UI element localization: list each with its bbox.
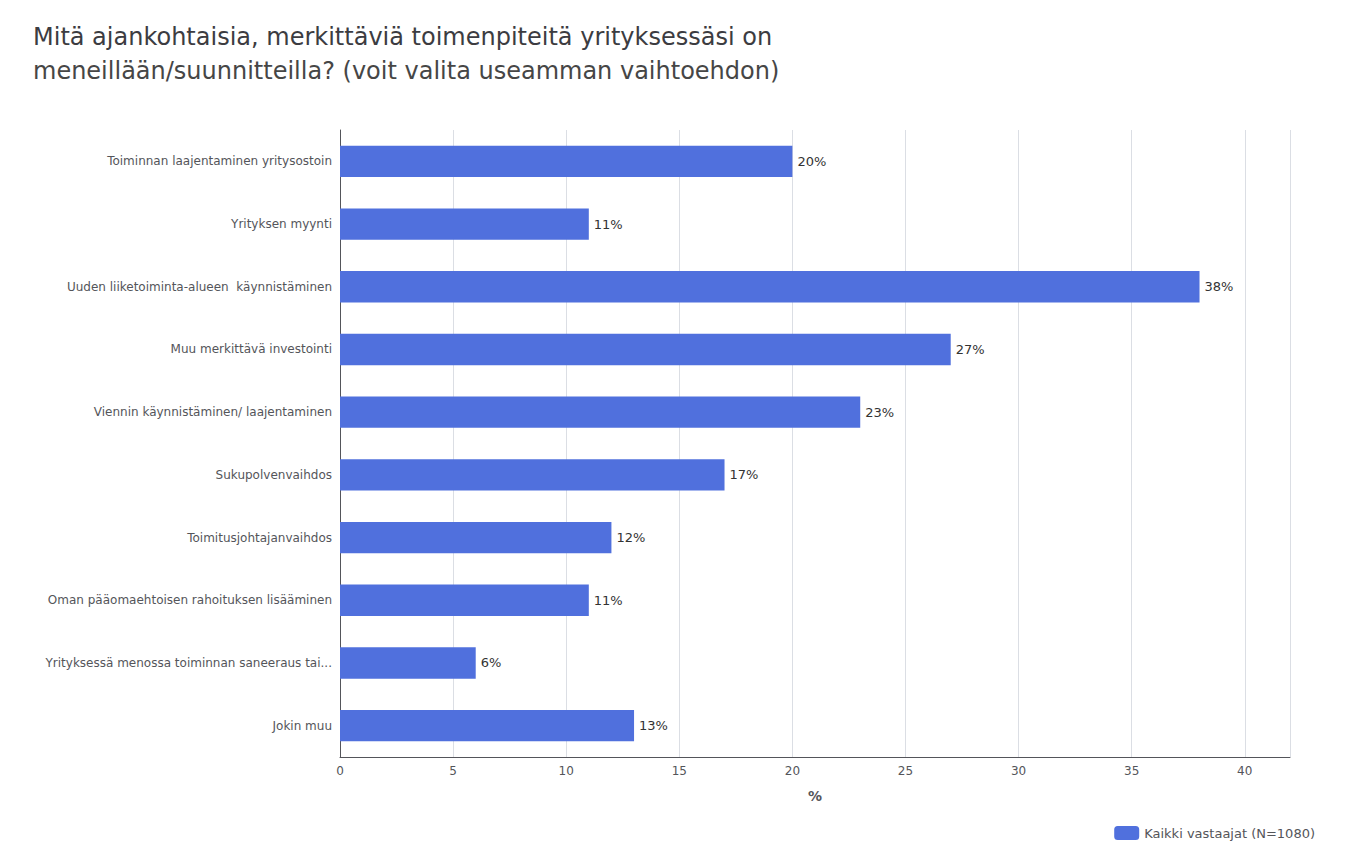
svg-text:%: % <box>808 788 822 804</box>
svg-text:15: 15 <box>672 764 687 778</box>
svg-text:23%: 23% <box>865 405 894 420</box>
svg-text:20: 20 <box>785 764 800 778</box>
svg-text:12%: 12% <box>616 530 645 545</box>
svg-text:Toiminnan laajentaminen yritys: Toiminnan laajentaminen yritysostoin <box>106 154 332 168</box>
svg-text:Uuden liiketoiminta-alueen kä: Uuden liiketoiminta-alueen käynnistämine… <box>67 280 332 294</box>
svg-text:40: 40 <box>1237 764 1252 778</box>
svg-text:Kaikki vastaajat (N=1080): Kaikki vastaajat (N=1080) <box>1144 826 1315 841</box>
svg-text:Oman pääomaehtoisen rahoitukse: Oman pääomaehtoisen rahoituksen lisäämin… <box>48 593 332 607</box>
svg-text:Viennin käynnistäminen/ laajen: Viennin käynnistäminen/ laajentaminen <box>94 405 332 419</box>
svg-text:27%: 27% <box>956 342 985 357</box>
svg-text:11%: 11% <box>594 593 623 608</box>
svg-text:17%: 17% <box>730 467 759 482</box>
svg-text:Yrityksessä menossa toiminnan: Yrityksessä menossa toiminnan saneeraus … <box>44 656 332 670</box>
svg-text:13%: 13% <box>639 718 668 733</box>
svg-text:0: 0 <box>336 764 344 778</box>
svg-text:30: 30 <box>1011 764 1026 778</box>
svg-text:20%: 20% <box>797 154 826 169</box>
svg-text:Yrityksen myynti: Yrityksen myynti <box>230 217 332 231</box>
svg-text:Muu merkittävä investointi: Muu merkittävä investointi <box>171 342 332 356</box>
svg-text:Mitä ajankohtaisia, merkittävi: Mitä ajankohtaisia, merkittäviä toimenpi… <box>33 23 772 51</box>
svg-text:35: 35 <box>1124 764 1139 778</box>
svg-text:25: 25 <box>898 764 913 778</box>
svg-text:Sukupolvenvaihdos: Sukupolvenvaihdos <box>216 468 332 482</box>
svg-text:Jokin muu: Jokin muu <box>272 719 332 733</box>
svg-text:6%: 6% <box>481 655 502 670</box>
svg-text:5: 5 <box>449 764 457 778</box>
svg-text:Toimitusjohtajanvaihdos: Toimitusjohtajanvaihdos <box>186 531 332 545</box>
svg-text:38%: 38% <box>1205 279 1234 294</box>
svg-text:meneillään/suunnitteilla? (voi: meneillään/suunnitteilla? (voit valita u… <box>33 57 779 85</box>
svg-text:10: 10 <box>559 764 574 778</box>
svg-text:11%: 11% <box>594 217 623 232</box>
